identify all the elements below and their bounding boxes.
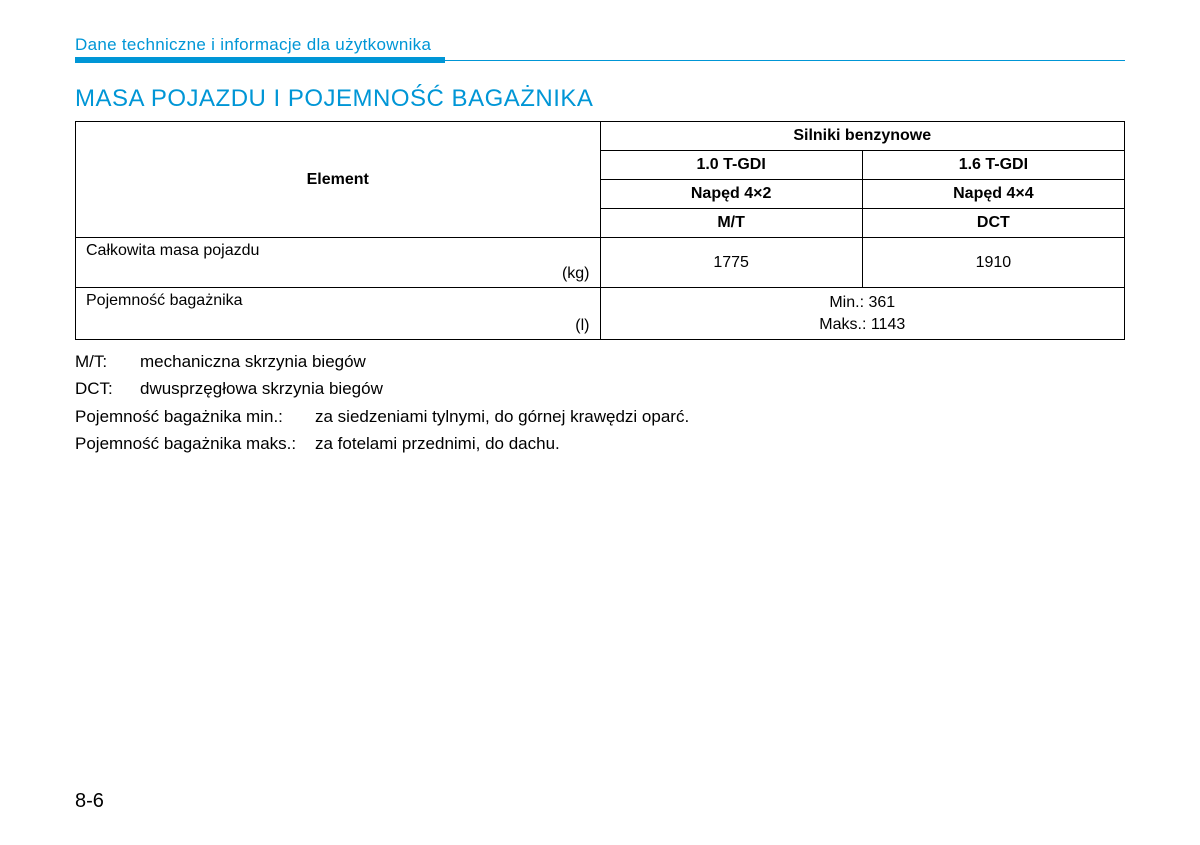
- header-engines-group: Silniki benzynowe: [600, 122, 1125, 151]
- section-title: MASA POJAZDU I POJEMNOŚĆ BAGAŻNIKA: [75, 85, 1125, 113]
- table-row: Całkowita masa pojazdu (kg) 1775 1910: [76, 238, 1125, 288]
- capacity-max: Maks.: 1143: [819, 316, 905, 333]
- page-number: 8-6: [75, 790, 104, 813]
- note-def: mechaniczna skrzynia biegów: [140, 348, 366, 375]
- note-term: DCT:: [75, 375, 140, 402]
- capacity-min: Min.: 361: [829, 294, 895, 311]
- note-term: Pojemność bagażnika maks.:: [75, 430, 315, 457]
- row-label-mass: Całkowita masa pojazdu (kg): [76, 238, 601, 288]
- row-name: Pojemność bagażnika: [86, 292, 590, 310]
- note-def: dwusprzęgłowa skrzynia biegów: [140, 375, 383, 402]
- header-element: Element: [76, 122, 601, 238]
- row-unit: (kg): [562, 265, 590, 283]
- row-unit: (l): [575, 317, 589, 335]
- row-value: 1775: [600, 238, 862, 288]
- note-row: Pojemność bagażnika min.: za siedzeniami…: [75, 403, 1125, 430]
- row-value-merged: Min.: 361 Maks.: 1143: [600, 288, 1125, 340]
- header-engine-2: 1.6 T-GDI: [862, 151, 1124, 180]
- header-trans-1: M/T: [600, 209, 862, 238]
- row-label-capacity: Pojemność bagażnika (l): [76, 288, 601, 340]
- note-term: Pojemność bagażnika min.:: [75, 403, 315, 430]
- header-drive-2: Napęd 4×4: [862, 180, 1124, 209]
- page-breadcrumb: Dane techniczne i informacje dla użytkow…: [75, 35, 1125, 55]
- header-engine-1: 1.0 T-GDI: [600, 151, 862, 180]
- row-name: Całkowita masa pojazdu: [86, 242, 590, 260]
- note-term: M/T:: [75, 348, 140, 375]
- note-def: za siedzeniami tylnymi, do górnej krawęd…: [315, 403, 689, 430]
- spec-table: Element Silniki benzynowe 1.0 T-GDI 1.6 …: [75, 121, 1125, 340]
- header-trans-2: DCT: [862, 209, 1124, 238]
- header-drive-1: Napęd 4×2: [600, 180, 862, 209]
- note-row: DCT: dwusprzęgłowa skrzynia biegów: [75, 375, 1125, 402]
- note-row: M/T: mechaniczna skrzynia biegów: [75, 348, 1125, 375]
- table-row: Pojemność bagażnika (l) Min.: 361 Maks.:…: [76, 288, 1125, 340]
- note-def: za fotelami przednimi, do dachu.: [315, 430, 560, 457]
- notes-block: M/T: mechaniczna skrzynia biegów DCT: dw…: [75, 348, 1125, 457]
- note-row: Pojemność bagażnika maks.: za fotelami p…: [75, 430, 1125, 457]
- header-divider: [75, 57, 1125, 67]
- row-value: 1910: [862, 238, 1124, 288]
